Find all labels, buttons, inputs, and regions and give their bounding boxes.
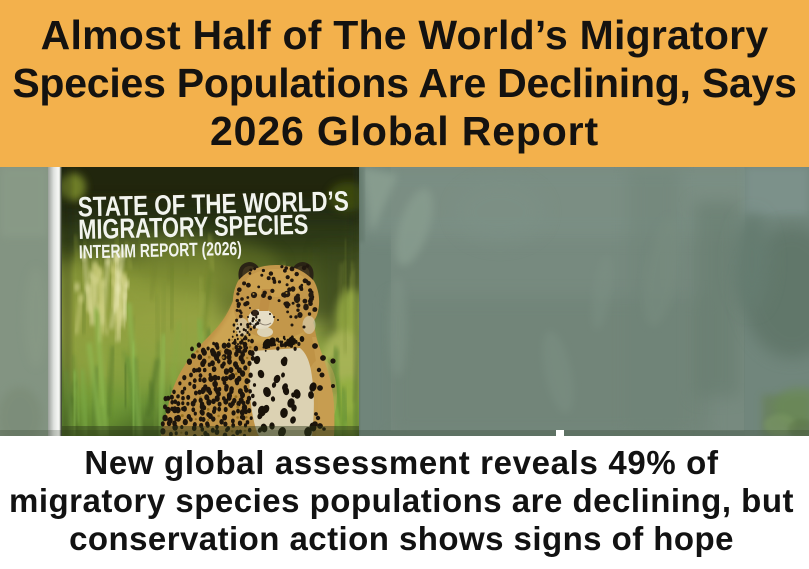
svg-text:STATE OF THE WORLD’S: STATE OF THE WORLD’S	[77, 185, 349, 222]
svg-text:INTERIM REPORT (2026): INTERIM REPORT (2026)	[79, 239, 242, 264]
svg-text:MIGRATORY SPECIES: MIGRATORY SPECIES	[78, 209, 309, 245]
